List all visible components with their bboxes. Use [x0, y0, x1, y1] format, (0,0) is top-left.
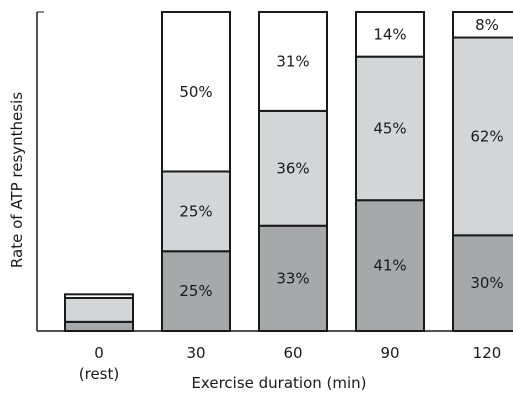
bar-segment-120-3: [452, 11, 513, 39]
segment-label-90-2: 45%: [373, 119, 406, 137]
bar-segment-90-3: [355, 11, 425, 58]
x-axis-label: Exercise duration (min): [191, 374, 366, 392]
segment-label-120-2: 62%: [470, 127, 503, 145]
x-tick-label-90: 90: [380, 344, 399, 362]
segment-label-120-1: 30%: [470, 274, 503, 292]
bar-segment-30-3: [161, 11, 231, 173]
x-tick-labels-group: 0 (rest) 30 60 90 120: [79, 344, 502, 383]
segment-label-30-1: 25%: [179, 282, 212, 300]
segment-label-60-3: 31%: [276, 52, 309, 70]
segment-label-60-1: 33%: [276, 269, 309, 287]
segment-label-60-2: 36%: [276, 159, 309, 177]
segment-label-30-3: 50%: [179, 83, 212, 101]
y-axis-label: Rate of ATP resynthesis: [8, 92, 26, 268]
bar-segment-120-2: [452, 36, 513, 237]
segment-label-30-2: 25%: [179, 202, 212, 220]
bar-segment-0-1: [64, 320, 134, 333]
x-tick-label-120: 120: [473, 344, 502, 362]
bar-segment-0-2: [64, 297, 134, 323]
bar-segment-60-2: [258, 109, 328, 227]
segment-label-120-3: 8%: [475, 16, 499, 34]
segment-label-90-1: 41%: [373, 257, 406, 275]
x-tick-label-0: 0: [94, 344, 104, 362]
segment-label-90-3: 14%: [373, 25, 406, 43]
x-tick-label-30: 30: [186, 344, 205, 362]
bar-segment-0-3: [64, 293, 134, 300]
bar-segment-30-2: [161, 170, 231, 253]
bars-group: [64, 11, 513, 333]
bar-segment-120-1: [452, 234, 513, 332]
x-tick-sublabel-0: (rest): [79, 365, 119, 383]
x-tick-label-60: 60: [283, 344, 302, 362]
segment-labels-group: 25% 25% 50% 33% 36% 31% 41% 45% 14% 30% 62% 8%: [179, 16, 503, 300]
bar-segment-60-3: [258, 11, 328, 112]
bar-segment-90-2: [355, 55, 425, 202]
